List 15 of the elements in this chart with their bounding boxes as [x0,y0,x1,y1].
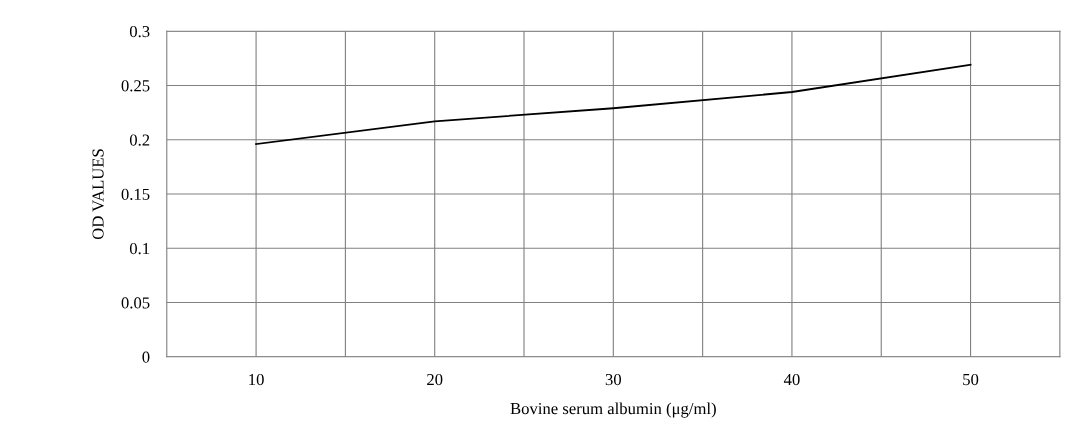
x-tick-label: 20 [427,373,443,386]
y-tick-label: 0.1 [129,242,150,255]
x-axis-title: Bovine serum albumin (μg/ml) [510,402,716,418]
x-tick-label: 10 [249,373,264,386]
y-axis-title: OD VALUES [92,149,104,240]
x-tick-label: 40 [783,373,800,386]
line-series [255,63,972,145]
y-tick-label: 0.05 [121,297,150,309]
y-tick-label: 0.25 [121,80,150,92]
y-tick-label: 0 [142,351,150,363]
x-tick-label: 30 [605,373,622,386]
x-tick-label: 50 [963,373,979,386]
y-tick-label: 0.3 [129,25,150,38]
y-tick-label: 0.15 [121,188,150,201]
y-tick-label: 0.2 [129,134,150,146]
